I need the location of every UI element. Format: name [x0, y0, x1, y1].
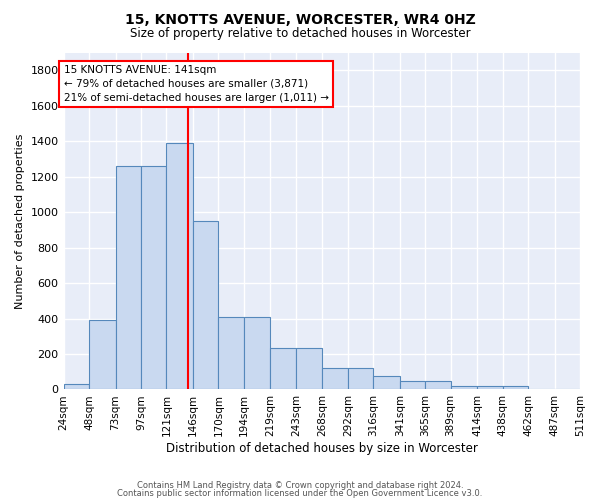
Bar: [477, 386, 503, 390]
Bar: [348, 368, 373, 390]
Bar: [116, 166, 141, 390]
Bar: [271, 348, 296, 390]
Bar: [322, 368, 348, 390]
Bar: [141, 166, 166, 390]
Bar: [166, 143, 193, 390]
Bar: [64, 384, 89, 390]
Bar: [400, 380, 425, 390]
X-axis label: Distribution of detached houses by size in Worcester: Distribution of detached houses by size …: [166, 442, 478, 455]
Text: Size of property relative to detached houses in Worcester: Size of property relative to detached ho…: [130, 28, 470, 40]
Bar: [503, 386, 528, 390]
Text: 15 KNOTTS AVENUE: 141sqm
← 79% of detached houses are smaller (3,871)
21% of sem: 15 KNOTTS AVENUE: 141sqm ← 79% of detach…: [64, 65, 329, 103]
Text: Contains HM Land Registry data © Crown copyright and database right 2024.: Contains HM Land Registry data © Crown c…: [137, 481, 463, 490]
Bar: [296, 348, 322, 390]
Bar: [425, 380, 451, 390]
Text: 15, KNOTTS AVENUE, WORCESTER, WR4 0HZ: 15, KNOTTS AVENUE, WORCESTER, WR4 0HZ: [125, 12, 475, 26]
Bar: [244, 316, 271, 390]
Bar: [89, 320, 116, 390]
Bar: [193, 221, 218, 390]
Y-axis label: Number of detached properties: Number of detached properties: [15, 134, 25, 308]
Bar: [218, 316, 244, 390]
Text: Contains public sector information licensed under the Open Government Licence v3: Contains public sector information licen…: [118, 488, 482, 498]
Bar: [451, 386, 477, 390]
Bar: [373, 376, 400, 390]
